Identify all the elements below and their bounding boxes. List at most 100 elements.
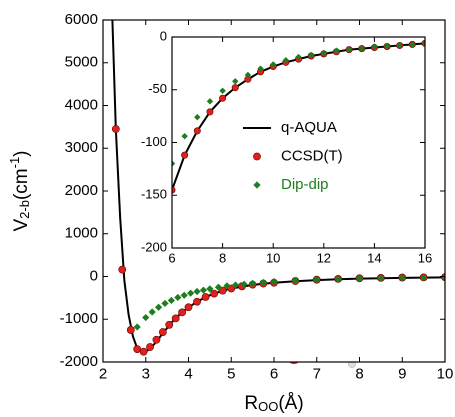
y-label-sub: 2-b: [17, 200, 32, 219]
data-point: [158, 328, 167, 336]
y-label-unit: (cm: [11, 168, 32, 200]
data-point: [201, 293, 210, 301]
y-label-main: V: [11, 219, 32, 232]
data-point: [154, 303, 163, 311]
data-point: [219, 87, 226, 95]
data-point: [249, 279, 257, 287]
data-point: [244, 71, 252, 79]
data-point: [152, 335, 161, 344]
data-point: [178, 308, 186, 317]
x-tick-label: 5: [227, 366, 235, 383]
y-tick-label: -50: [148, 81, 167, 96]
data-point: [206, 108, 214, 116]
y-tick-label: 3000: [65, 139, 98, 156]
data-point: [194, 113, 201, 121]
data-point: [295, 53, 302, 61]
y-tick-label: -150: [141, 187, 167, 202]
x-tick-label: 6: [168, 250, 175, 265]
x-tick-label: 9: [398, 366, 406, 383]
data-point: [223, 282, 231, 290]
data-point: [187, 289, 195, 297]
x-label-unit: (Å): [278, 393, 303, 414]
data-point: [396, 42, 403, 49]
data-point: [345, 46, 353, 53]
x-tick-label: 14: [367, 250, 381, 265]
data-point: [133, 323, 141, 331]
data-point: [270, 278, 278, 286]
data-point: [421, 40, 425, 47]
data-point: [184, 303, 193, 312]
data-point: [441, 274, 445, 282]
data-point: [231, 84, 239, 92]
data-point: [218, 286, 227, 295]
data-point: [171, 314, 180, 323]
data-point: [291, 276, 299, 285]
x-tick-label: 8: [355, 366, 363, 383]
data-point: [219, 94, 227, 102]
data-point: [231, 281, 240, 289]
data-point: [270, 61, 277, 68]
data-point: [282, 57, 290, 64]
data-point: [307, 51, 315, 59]
x-label-main: R: [244, 393, 258, 414]
data-point: [210, 289, 219, 298]
x-tick-label: 12: [317, 250, 331, 265]
y-tick-label: 5000: [65, 54, 98, 71]
y-tick-label: 6000: [65, 11, 98, 28]
y-tick-label: -1000: [60, 310, 98, 327]
x-tick-label: 8: [219, 250, 226, 265]
data-point: [193, 287, 201, 296]
y-tick-label: 4000: [65, 96, 98, 113]
legend-marker: [253, 181, 261, 189]
data-point: [257, 65, 264, 72]
data-point: [193, 127, 201, 135]
x-tick-label: 3: [142, 366, 150, 383]
data-point: [358, 45, 365, 52]
x-label-sub: OO: [258, 399, 278, 414]
series-group: [172, 39, 425, 194]
x-tick-label: 7: [313, 366, 321, 383]
data-point: [420, 274, 428, 282]
data-point: [334, 275, 342, 283]
data-point: [142, 313, 150, 322]
y-tick-label: -200: [141, 239, 167, 254]
data-point: [333, 47, 340, 54]
legend-label: Dip-dip: [281, 176, 329, 193]
x-axis-label: ROO(Å): [244, 393, 303, 414]
data-point: [146, 343, 154, 351]
data-point: [383, 42, 391, 50]
y-tick-label: 0: [90, 267, 98, 284]
data-point: [259, 278, 267, 287]
data-point: [377, 274, 385, 282]
x-tick-label: 6: [270, 366, 278, 383]
x-tick-label: 16: [418, 250, 432, 265]
y-tick-label: 2000: [65, 182, 98, 199]
x-tick-label: 10: [437, 366, 454, 383]
x-tick-label: 10: [266, 250, 280, 265]
y-tick-label: 0: [160, 28, 167, 43]
y-tick-label: 1000: [65, 225, 98, 242]
y-axis-label: V2-b(cm-1): [7, 150, 32, 231]
data-point: [165, 320, 174, 329]
y-label-sup: -1: [7, 157, 22, 169]
data-point: [167, 296, 175, 305]
plot-area: [172, 37, 425, 248]
data-point: [111, 125, 120, 133]
data-point: [148, 308, 156, 316]
data-point: [181, 151, 189, 159]
data-point: [240, 280, 248, 288]
data-point: [161, 299, 169, 308]
y-tick-label: -2000: [60, 353, 98, 370]
data-point: [409, 41, 416, 48]
legend-label: CCSD(T): [281, 147, 343, 164]
data-point: [320, 49, 327, 57]
data-point: [355, 275, 364, 283]
data-point: [180, 291, 188, 299]
series-group: [111, 20, 445, 356]
data-point: [371, 43, 378, 50]
data-point: [181, 132, 188, 140]
x-tick-label: 2: [99, 366, 107, 383]
data-point: [139, 347, 148, 356]
data-point: [206, 98, 214, 105]
